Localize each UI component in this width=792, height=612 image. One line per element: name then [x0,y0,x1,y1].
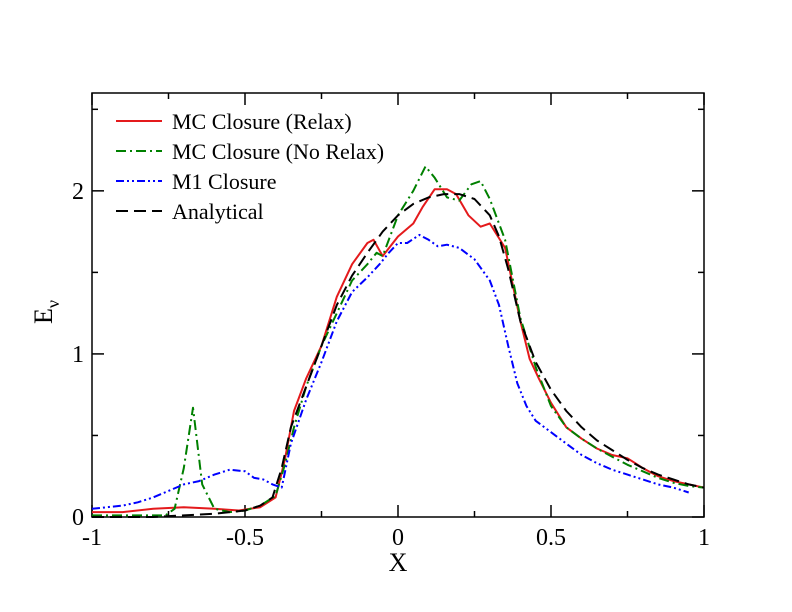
legend-label: MC Closure (No Relax) [172,139,384,164]
series-line-mc-closure-relax [92,188,705,514]
y-tick-label: 0 [72,505,84,531]
x-axis-label: X [389,548,408,577]
ticks-group: -1 -0.5 0 0.5 1 0 1 2 [72,93,710,551]
x-tick-label: -0.5 [226,525,264,551]
y-axis-label-main: E [29,308,58,324]
x-tick-label: 1 [698,525,710,551]
x-tick-label: 0.5 [536,525,566,551]
svg-text:Eν: Eν [29,300,63,324]
legend-label: Analytical [172,199,264,224]
legend: MC Closure (Relax) MC Closure (No Relax) M… [116,109,384,224]
series-line-mc-closure-no-relax [92,165,705,517]
series-line-analytical [92,193,705,518]
series-group [91,165,705,518]
y-tick-label: 1 [72,342,84,368]
y-tick-label: 2 [72,179,84,205]
x-tick-label: -1 [82,525,102,551]
legend-label: M1 Closure [172,169,277,194]
y-axis-label: Eν [29,300,63,324]
legend-label: MC Closure (Relax) [172,109,352,134]
x-tick-label: 0 [392,525,404,551]
y-axis-label-subscript: ν [43,300,63,308]
series-line-m1-closure [91,233,690,510]
